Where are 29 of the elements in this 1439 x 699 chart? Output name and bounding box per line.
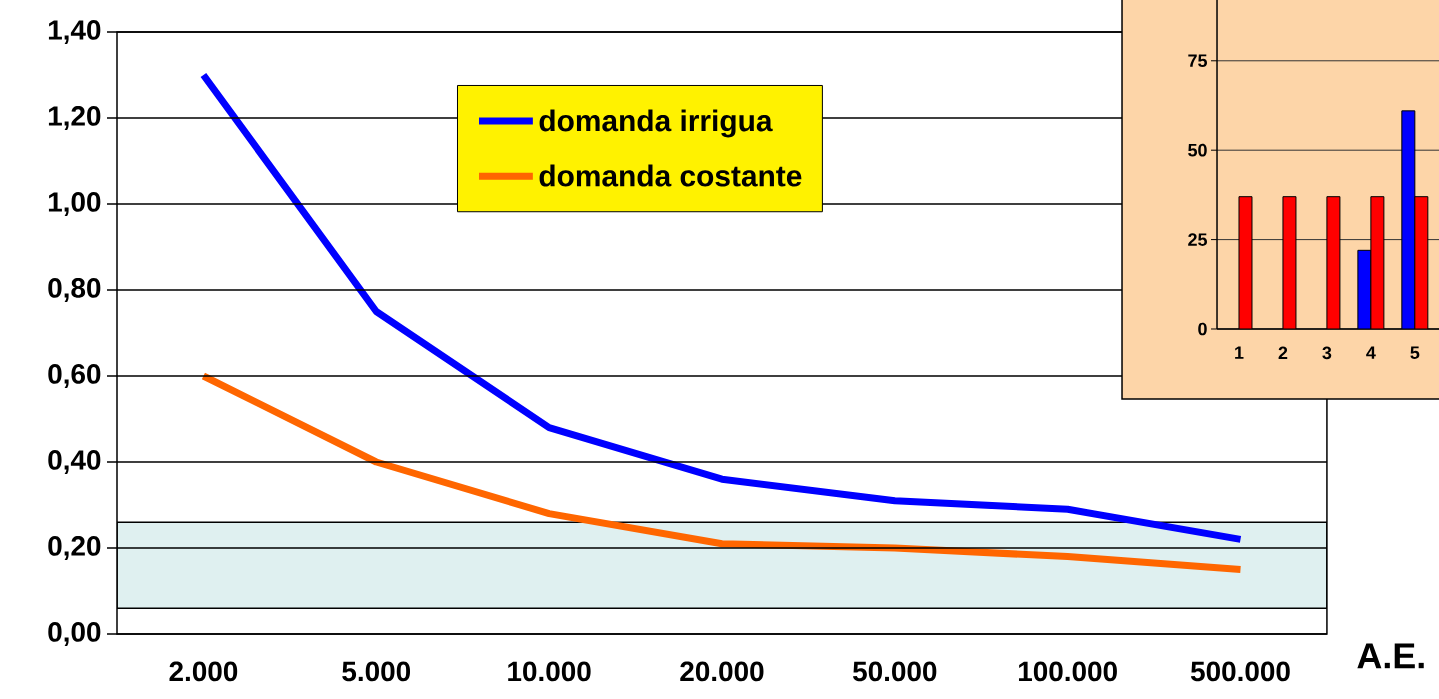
y-tick-label: 0,20 — [48, 536, 101, 560]
y-tick-label: 0 — [1198, 322, 1207, 336]
y-tick-label: 75 — [1188, 54, 1207, 68]
x-tick-label: 5 — [1410, 346, 1420, 360]
y-tick-label: 1,00 — [48, 192, 101, 216]
y-tick-label: 0,00 — [48, 622, 101, 646]
y-tick-label: 1,20 — [48, 106, 101, 130]
legend-label: domanda costante — [539, 164, 802, 187]
x-tick-label: 20.000 — [680, 661, 764, 682]
y-tick-label: 0,60 — [48, 364, 101, 388]
x-axis-title: A.E. — [1357, 643, 1424, 669]
x-tick-label: 2.000 — [169, 661, 238, 682]
y-tick-label: 50 — [1188, 143, 1207, 157]
legend-label: domanda irrigua — [539, 109, 773, 138]
x-tick-label: 10.000 — [508, 661, 591, 682]
bar — [1401, 110, 1416, 329]
y-tick-label: 25 — [1188, 233, 1207, 246]
x-tick-label: 100.000 — [1018, 661, 1117, 682]
x-tick-label: 50.000 — [853, 661, 937, 682]
x-tick-label: 5.000 — [342, 661, 411, 682]
y-tick-label: 0,80 — [48, 278, 101, 302]
x-tick-label: 3 — [1322, 346, 1332, 360]
x-tick-label: 500.000 — [1190, 661, 1290, 682]
x-tick-label: 4 — [1366, 346, 1376, 359]
x-tick-label: 1 — [1235, 346, 1244, 359]
y-tick-label: 1,40 — [48, 20, 101, 44]
bar — [1414, 196, 1429, 329]
y-tick-label: 0,40 — [48, 450, 101, 474]
x-tick-label: 2 — [1278, 346, 1288, 360]
